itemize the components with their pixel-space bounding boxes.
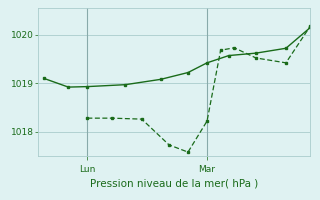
X-axis label: Pression niveau de la mer( hPa ): Pression niveau de la mer( hPa )	[90, 178, 259, 188]
